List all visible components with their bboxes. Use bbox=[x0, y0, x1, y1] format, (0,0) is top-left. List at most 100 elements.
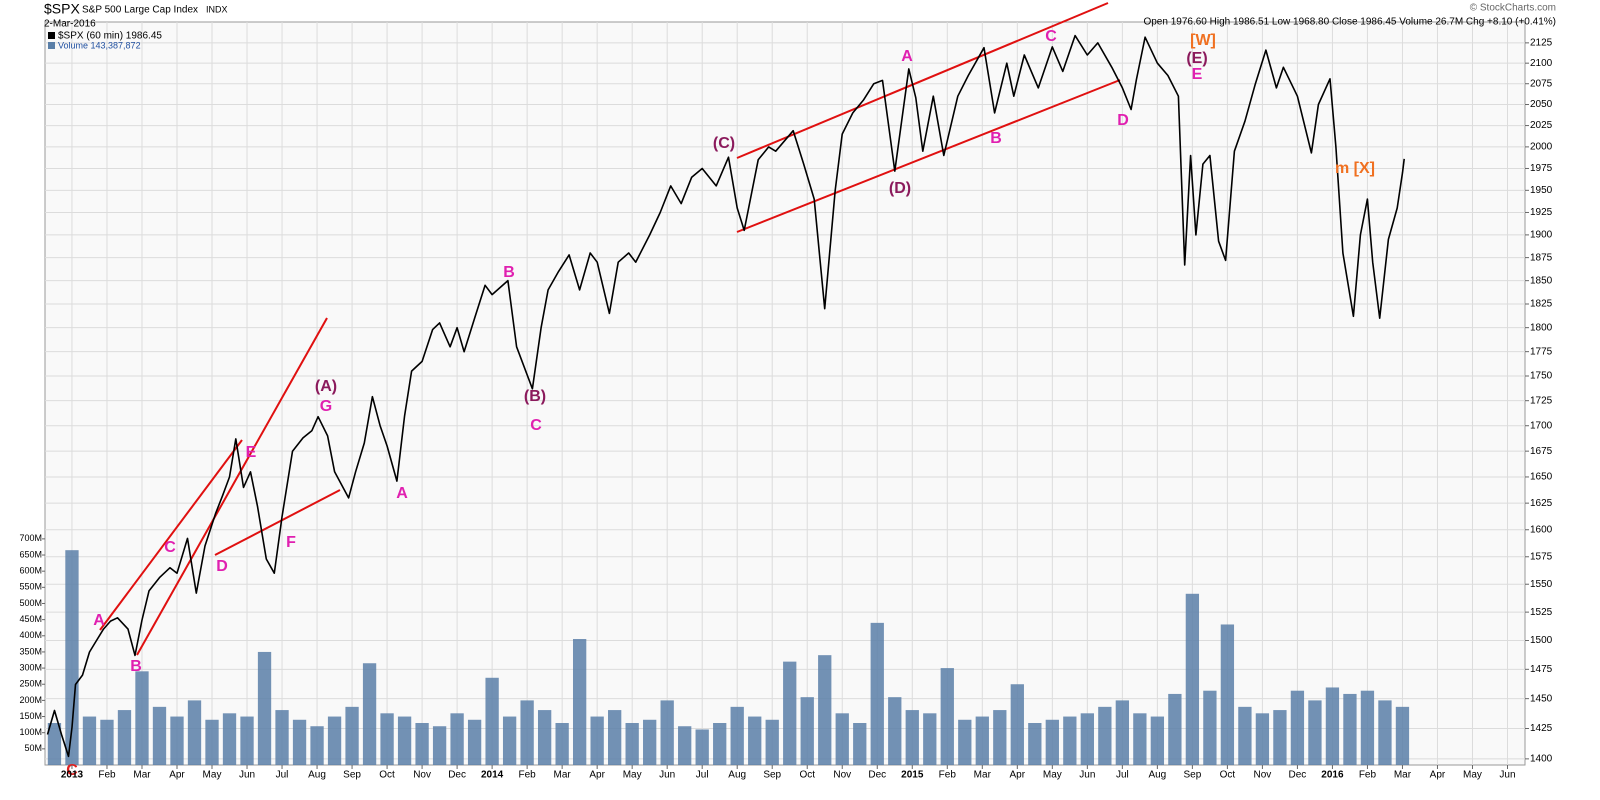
volume-bar bbox=[1203, 690, 1217, 765]
x-tick-label: May bbox=[1463, 770, 1482, 781]
volume-bar bbox=[765, 719, 779, 765]
y-tick-label: 1400 bbox=[1530, 754, 1553, 765]
x-tick-label: Apr bbox=[589, 770, 605, 781]
wave-label: B bbox=[503, 264, 515, 281]
y-tick-label: 1525 bbox=[1530, 607, 1553, 618]
volume-bar bbox=[47, 723, 62, 765]
x-tick-label: Oct bbox=[1220, 770, 1236, 781]
volume-bar bbox=[1115, 700, 1130, 765]
volume-bar bbox=[835, 713, 849, 765]
y-tick-label: 1950 bbox=[1530, 185, 1553, 196]
volume-bar bbox=[1028, 723, 1042, 765]
volume-bar bbox=[1308, 700, 1322, 765]
wave-label: C bbox=[1045, 28, 1057, 45]
x-tick-label: May bbox=[1043, 770, 1062, 781]
x-tick-label: Jun bbox=[239, 770, 255, 781]
x-tick-label: May bbox=[623, 770, 642, 781]
volume-bar bbox=[415, 723, 429, 765]
y2-tick-label: 150M bbox=[19, 711, 42, 721]
volume-bar bbox=[117, 710, 132, 765]
x-tick-label: Mar bbox=[974, 770, 992, 781]
y-tick-label: 1625 bbox=[1530, 498, 1553, 509]
x-tick-label: Feb bbox=[519, 770, 537, 781]
y-tick-label: 1975 bbox=[1530, 163, 1553, 174]
y2-tick-label: 50M bbox=[24, 743, 42, 753]
x-tick-label: Mar bbox=[133, 770, 151, 781]
wave-label: A bbox=[396, 485, 408, 502]
price-layer bbox=[46, 34, 1405, 758]
x-tick-label: Dec bbox=[448, 770, 466, 781]
volume-bar bbox=[222, 713, 237, 765]
volume-bar bbox=[432, 726, 447, 765]
y2-tick-label: 400M bbox=[19, 630, 42, 640]
volume-bar bbox=[905, 710, 919, 765]
y-tick-label: 1700 bbox=[1530, 420, 1553, 431]
y-tick-label: 1425 bbox=[1530, 723, 1553, 734]
volume-bar bbox=[135, 671, 149, 765]
wave-label: m [X] bbox=[1335, 160, 1375, 177]
grid bbox=[45, 22, 1525, 765]
wave-label: (B) bbox=[524, 388, 546, 405]
y-tick-label: 2100 bbox=[1530, 58, 1553, 69]
volume-bar bbox=[1325, 687, 1340, 765]
wave-label: C bbox=[66, 762, 78, 779]
volume-bar bbox=[100, 719, 114, 765]
volume-bar bbox=[1080, 713, 1094, 765]
volume-bar bbox=[1185, 593, 1200, 765]
plot-area bbox=[44, 21, 1526, 766]
volume-bar bbox=[1045, 719, 1059, 765]
wave-label: (A) bbox=[315, 378, 337, 395]
wave-label: E bbox=[1192, 66, 1203, 83]
volume-bar bbox=[993, 710, 1007, 765]
wave-label: A bbox=[93, 612, 105, 629]
wave-label: D bbox=[216, 558, 228, 575]
x-tick-label: Aug bbox=[308, 770, 326, 781]
y-tick-label: 1650 bbox=[1530, 472, 1553, 483]
volume-bar bbox=[608, 710, 622, 765]
quote: Open 1976.60 High 1986.51 Low 1968.80 Cl… bbox=[1143, 17, 1556, 28]
x-tick-label: Oct bbox=[379, 770, 395, 781]
y-tick-label: 1875 bbox=[1530, 252, 1553, 263]
volume-bar bbox=[923, 713, 937, 765]
volume-bar bbox=[467, 719, 482, 765]
wave-label: F bbox=[286, 534, 296, 551]
volume-bar bbox=[870, 622, 884, 765]
wave-label: [W] bbox=[1190, 32, 1216, 49]
volume-bar bbox=[695, 729, 709, 765]
volume-bar bbox=[748, 716, 762, 765]
y2-tick-label: 650M bbox=[19, 549, 42, 559]
x-tick-label: Apr bbox=[1010, 770, 1026, 781]
symbol: $SPX bbox=[44, 1, 80, 17]
y-tick-label: 1725 bbox=[1530, 395, 1553, 406]
wave-label: C bbox=[164, 539, 176, 556]
x-tick-label: Nov bbox=[833, 770, 851, 781]
x-tick-label: Mar bbox=[1394, 770, 1412, 781]
volume-bar bbox=[450, 713, 464, 765]
volume-bar bbox=[362, 663, 377, 765]
volume-bar bbox=[170, 716, 184, 765]
wave-label: D bbox=[1117, 112, 1129, 129]
volume-bar bbox=[257, 651, 272, 765]
volume-bar bbox=[800, 697, 814, 765]
x-tick-label: Sep bbox=[1183, 770, 1201, 781]
x-tick-label: Apr bbox=[169, 770, 185, 781]
wave-label: B bbox=[130, 658, 142, 675]
y-tick-label: 2075 bbox=[1530, 78, 1553, 89]
trendlines bbox=[99, 2, 1121, 656]
volume-bar bbox=[975, 716, 989, 765]
volume-bar bbox=[713, 723, 727, 765]
y-tick-label: 2050 bbox=[1530, 99, 1553, 110]
volume-bar bbox=[205, 719, 219, 765]
y-tick-label: 1575 bbox=[1530, 551, 1553, 562]
x-tick-label: Sep bbox=[343, 770, 361, 781]
volume-bar bbox=[572, 639, 587, 765]
y-tick-label: 1850 bbox=[1530, 275, 1553, 286]
wave-label: A bbox=[901, 48, 913, 65]
volume-bar bbox=[1360, 690, 1375, 765]
volume-bar bbox=[1378, 700, 1392, 765]
y-tick-label: 1900 bbox=[1530, 230, 1553, 241]
y-tick-label: 1675 bbox=[1530, 446, 1553, 457]
volume-bar bbox=[1290, 690, 1305, 765]
